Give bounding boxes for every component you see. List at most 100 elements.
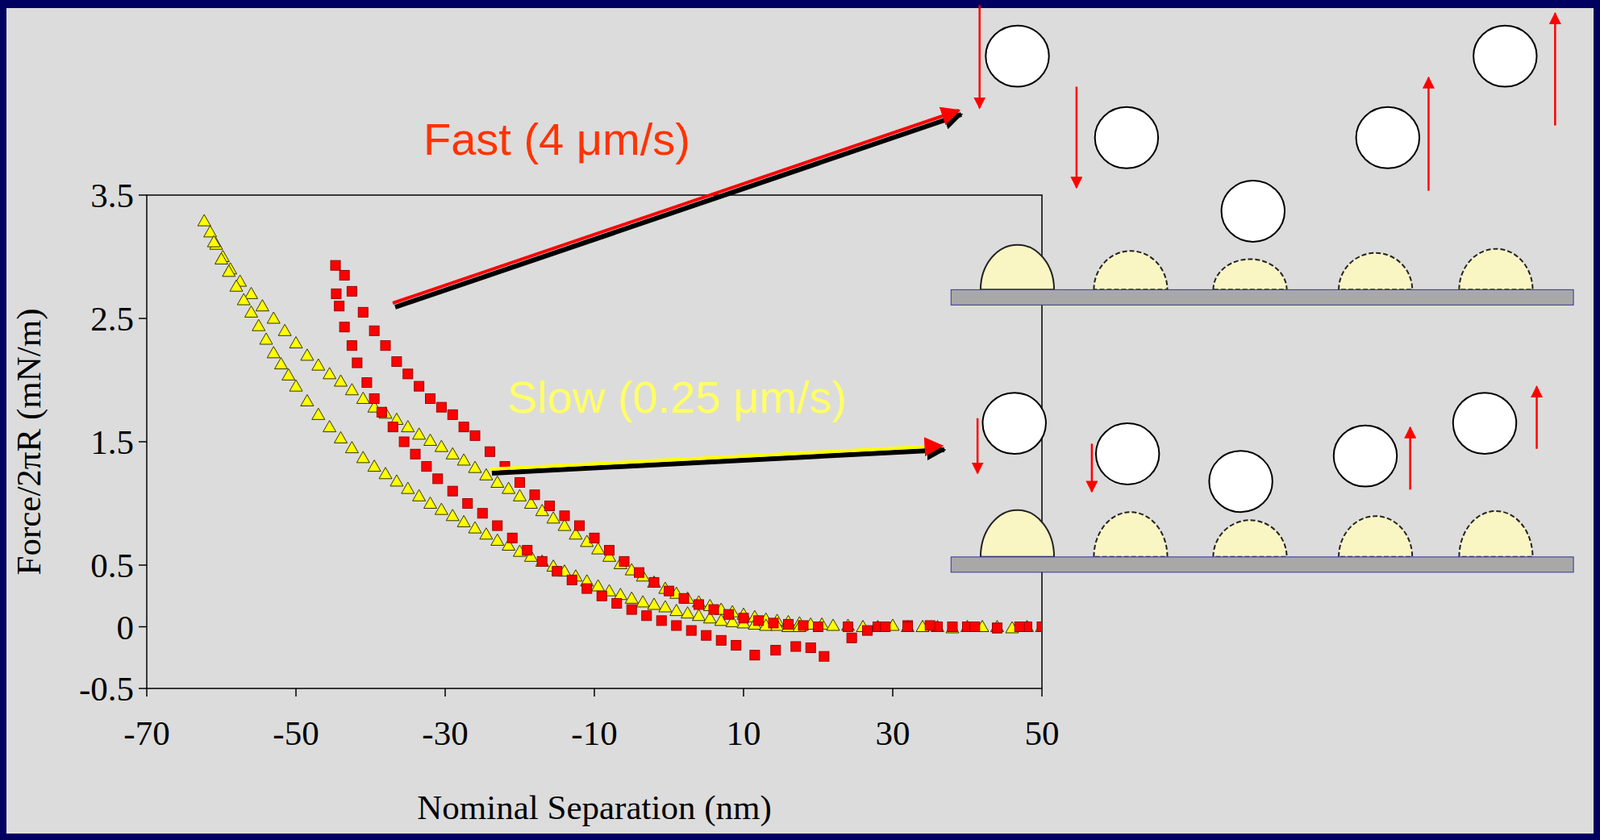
- data-point: [649, 577, 659, 588]
- data-point: [901, 620, 915, 633]
- series-label: Fast (4 μm/s): [423, 113, 691, 165]
- data-point: [330, 260, 341, 271]
- substrate: [950, 289, 1574, 305]
- plot-frame: [146, 195, 1042, 689]
- data-point: [513, 489, 527, 501]
- data-point: [345, 441, 359, 454]
- x-tick: [1041, 688, 1043, 697]
- data-point: [647, 598, 661, 610]
- motion-arrow: [1075, 87, 1079, 188]
- x-tick-label: 10: [726, 714, 762, 753]
- data-point: [634, 567, 645, 578]
- data-point: [266, 312, 280, 324]
- data-point: [846, 633, 857, 643]
- x-axis-title: Nominal Separation (nm): [416, 788, 771, 828]
- data-point: [434, 440, 448, 452]
- droplet: [1093, 512, 1167, 558]
- data-point: [656, 616, 667, 626]
- x-tick-label: 30: [875, 714, 911, 753]
- data-point: [477, 508, 488, 519]
- data-point: [369, 393, 380, 404]
- data-point: [457, 515, 471, 527]
- y-tick: [138, 317, 147, 320]
- data-point: [582, 583, 592, 594]
- series-label: Slow (0.25 μm/s): [507, 371, 847, 423]
- data-point: [362, 378, 372, 388]
- data-point: [625, 591, 638, 604]
- data-point: [207, 235, 221, 247]
- data-point: [379, 467, 392, 480]
- data-point: [289, 379, 303, 392]
- data-point: [731, 640, 742, 650]
- data-point: [681, 607, 695, 619]
- data-point: [798, 620, 809, 631]
- probe-sphere: [1095, 423, 1159, 485]
- data-point: [334, 375, 348, 387]
- data-point: [671, 620, 682, 631]
- data-point: [813, 622, 824, 633]
- y-tick: [138, 441, 147, 443]
- probe-sphere: [1356, 107, 1420, 169]
- data-point: [535, 554, 549, 567]
- data-point: [805, 643, 816, 654]
- x-tick: [444, 688, 446, 697]
- data-point: [566, 575, 577, 585]
- data-point: [312, 408, 325, 420]
- data-point: [945, 621, 959, 634]
- x-tick-label: -30: [421, 714, 468, 753]
- data-point: [369, 325, 380, 336]
- data-point: [468, 461, 482, 473]
- data-point: [596, 591, 607, 601]
- data-point: [255, 300, 269, 312]
- x-tick: [295, 688, 297, 697]
- data-point: [537, 556, 547, 567]
- droplet: [1458, 511, 1533, 558]
- data-point: [458, 422, 469, 433]
- data-point: [679, 593, 689, 604]
- data-point: [992, 623, 1003, 634]
- data-point: [754, 616, 764, 626]
- data-point: [783, 619, 794, 630]
- motion-arrow: [1408, 427, 1412, 490]
- annotation-arrow-shadow: [395, 114, 962, 308]
- data-point: [750, 650, 760, 661]
- annotation-arrow-shadow: [491, 450, 945, 474]
- data-point: [664, 586, 675, 596]
- x-tick-label: -10: [570, 714, 617, 753]
- data-point: [491, 533, 505, 546]
- y-tick: [138, 626, 147, 629]
- data-point: [300, 349, 314, 361]
- data-point: [334, 431, 348, 443]
- x-tick: [145, 688, 148, 697]
- data-point: [421, 462, 432, 472]
- droplet: [1212, 258, 1287, 290]
- motion-arrow: [976, 418, 980, 474]
- data-point: [339, 322, 350, 333]
- y-tick-label: 1.5: [90, 423, 134, 462]
- data-point: [352, 358, 363, 368]
- data-point: [215, 253, 229, 265]
- probe-sphere: [982, 392, 1046, 455]
- data-point: [387, 422, 398, 433]
- data-point: [708, 604, 719, 615]
- data-point: [1037, 622, 1042, 633]
- probe-sphere: [1333, 425, 1397, 488]
- y-tick: [138, 687, 147, 690]
- data-point: [686, 625, 696, 636]
- data-point: [401, 482, 415, 494]
- probe-sphere: [1095, 107, 1159, 169]
- y-axis-title: Force/2πR (mN/m): [9, 308, 49, 575]
- data-point: [701, 630, 712, 641]
- data-point: [204, 225, 217, 238]
- schematic: [950, 4, 1574, 573]
- data-point: [245, 305, 259, 317]
- droplet: [1093, 250, 1167, 290]
- data-point: [552, 566, 563, 577]
- droplet: [980, 510, 1055, 558]
- data-point: [334, 301, 345, 312]
- data-point: [613, 588, 627, 600]
- data-point: [390, 475, 404, 487]
- substrate: [950, 557, 1574, 573]
- x-tick-label: 50: [1025, 714, 1060, 753]
- data-point: [282, 368, 296, 380]
